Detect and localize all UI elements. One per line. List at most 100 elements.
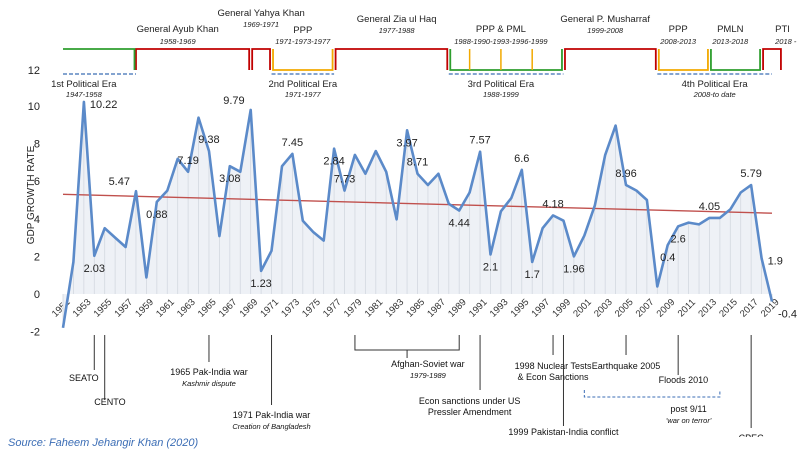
x-tick-label: 1983 [384,297,407,320]
data-label: 5.79 [740,168,761,180]
regime-name-6: PPP [669,24,688,35]
political-era-name-0: 1st Political Era [51,79,117,90]
x-tick-label: 2003 [592,297,615,320]
trendline [62,193,773,214]
x-tick-label: 1989 [446,297,469,320]
data-label: 7.19 [177,155,198,167]
y-axis-title: GDP GROWTH RATE [26,145,37,244]
political-era-name-2: 3rd Political Era [468,79,535,90]
data-label: 6.6 [514,153,529,165]
x-tick-label: 1951 [50,297,73,320]
x-tick-label: 1985 [404,297,427,320]
event-sublabel: Kashmir dispute [182,379,236,388]
political-era-years-2: 1988-1999 [483,90,520,99]
y-tick-label: 10 [28,101,40,113]
regime-years-3: 1977-1988 [379,26,416,35]
x-tick-label: 2011 [676,297,698,319]
x-tick-label: 2013 [696,297,719,320]
x-tick-label: 1953 [71,297,94,320]
political-era-years-0: 1947-1958 [66,90,103,99]
data-label: 10.22 [90,99,118,111]
regime-bar-0 [135,48,251,70]
event-label: Afghan-Soviet war [391,359,465,369]
gdp-growth-chart: General Ayub Khan 1958-1969 General Yahya … [26,8,797,448]
y-tick-label: 0 [34,289,40,301]
x-tick-label: 1995 [509,297,532,320]
event-label: 1965 Pak-India war [170,367,248,377]
data-label: 5.47 [109,176,130,188]
data-label: 7.57 [469,135,490,147]
x-tick-label: 1991 [467,297,490,320]
data-label: -0.4 [778,309,797,321]
event-label: post 9/11 [670,404,706,414]
data-label: 0.4 [660,252,675,264]
event-label: Floods 2010 [659,375,709,385]
regime-name-3: General Zia ul Haq [357,14,437,25]
event-label: Econ sanctions under US [419,396,521,406]
data-label: 3.97 [396,137,417,149]
event-label: Earthquake 2005 [592,361,661,371]
x-tick-label: 2005 [613,297,636,320]
data-label: 7.73 [334,174,355,186]
x-tick-label: 2001 [571,297,594,320]
x-tick-label: 1975 [300,297,323,320]
x-tick-label: 1969 [238,297,261,320]
x-tick-label: 2007 [634,297,657,320]
event-label: 1999 Pakistan-India conflict [508,427,619,437]
regime-bar-6 [657,49,709,71]
regime-name-5: General P. Musharraf [560,14,650,25]
x-tick-label: 1963 [175,297,198,320]
x-tick-label: 1965 [196,297,219,320]
regime-years-6: 2008-2013 [659,37,697,46]
regime-bar-1 [251,48,271,70]
x-tick-label: 1999 [550,297,573,320]
event-label: 1998 Nuclear Tests [515,361,592,371]
event-sublabel: 'war on terror' [666,416,712,425]
regime-bar-7 [710,49,761,71]
regime-years-5: 1999-2008 [587,26,624,35]
regime-bar-4 [449,49,563,71]
regime-years-7: 2013-2018 [711,37,749,46]
x-tick-label: 1971 [258,297,281,320]
data-label: 1.9 [768,255,783,267]
regime-years-0: 1958-1969 [160,37,197,46]
x-tick-label: 1957 [112,297,135,320]
regime-years-4: 1988-1990-1993-1996-1999 [454,37,548,46]
regime-bar-8 [762,48,782,70]
data-label: 8.71 [407,157,428,169]
data-label: 2.1 [483,262,498,274]
x-tick-label: 1987 [425,297,448,320]
event-sublabel: Creation of Bangladesh [232,422,310,431]
data-label: 1.23 [250,278,271,290]
y-tick-label: 4 [34,214,40,226]
event-label: 1971 Pak-India war [233,410,311,420]
political-era-name-1: 2nd Political Era [268,79,337,90]
data-label: 4.18 [542,198,563,210]
data-label: 0.88 [146,209,167,221]
data-label: 9.38 [198,134,219,146]
y-tick-label: -2 [30,327,40,339]
x-tick-label: 1955 [92,297,115,320]
political-era-name-3: 4th Political Era [682,79,749,90]
political-era-years-3: 2008-to date [693,90,736,99]
regime-years-2: 1971-1973-1977 [275,37,331,46]
x-tick-label: 2009 [655,297,678,320]
source-caption: Source: Faheem Jehangir Khan (2020) [8,437,199,449]
x-tick-label: 1981 [363,297,386,320]
regime-years-1: 1969-1971 [243,20,279,29]
data-label: 2.6 [671,233,686,245]
band-tick-12: 12 [28,65,40,77]
x-tick-label: 1973 [279,297,302,320]
y-tick-label: 2 [34,251,40,263]
data-label: 2.84 [323,156,344,168]
y-tick-label: 8 [34,139,40,151]
regime-years-8: 2018 - [774,37,797,46]
x-tick-label: 1977 [321,297,344,320]
event-sublabel: Pressler Amendment [428,407,512,417]
event-label: SEATO [69,373,99,383]
x-tick-label: 1997 [529,297,552,320]
data-label: 2.03 [84,263,105,275]
regime-name-2: PPP [293,25,312,36]
x-tick-label: 1961 [154,297,177,320]
regime-bar-2 [272,49,334,71]
